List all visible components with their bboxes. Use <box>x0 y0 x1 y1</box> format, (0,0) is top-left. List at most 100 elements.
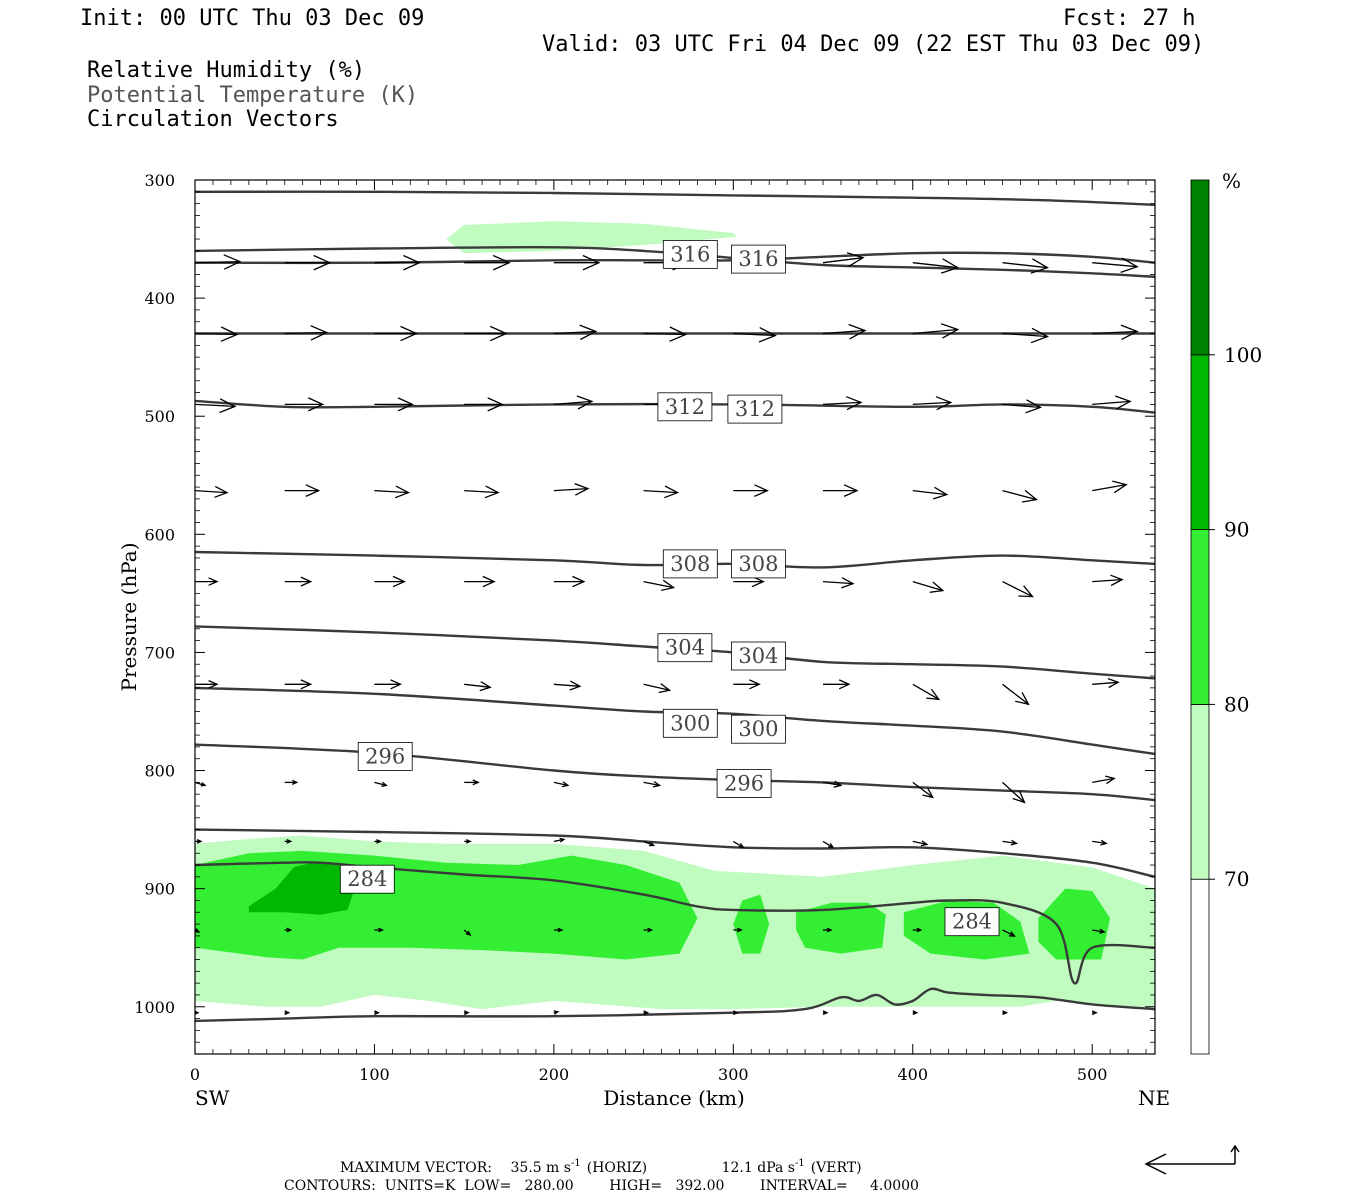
vector-arrow <box>374 254 421 271</box>
x-tick-label: 0 <box>190 1065 200 1084</box>
legend-theta: Potential Temperature (K) <box>87 83 418 108</box>
y-tick-label: 900 <box>144 880 175 899</box>
vector-arrow <box>912 781 935 799</box>
vector-arrow <box>1092 677 1120 689</box>
contour-label-box <box>731 244 786 274</box>
vector-arrow <box>1002 839 1019 846</box>
legend-rh: Relative Humidity (%) <box>87 58 365 83</box>
vector-arrow <box>643 780 662 788</box>
vector-arrow <box>1002 683 1030 706</box>
vector-arrow <box>643 840 656 847</box>
vector-arrow <box>464 397 504 412</box>
contour-label: 312 <box>735 397 775 421</box>
y-tick-label: 400 <box>144 289 175 308</box>
colorbar-bin <box>1190 704 1210 880</box>
vector-arrow <box>374 325 418 342</box>
contour-label-box <box>339 864 395 894</box>
contour-label-box <box>731 641 786 671</box>
contour-label-box <box>357 742 413 771</box>
theta-contour-11 <box>195 987 1155 1023</box>
horiz-value: 35.5 m s <box>510 1160 571 1176</box>
colorbar-bin <box>1190 878 1210 1055</box>
contour-label: 316 <box>670 242 710 266</box>
vector-arrow <box>912 396 953 411</box>
vector-arrow <box>195 485 229 498</box>
contour-label: 284 <box>347 867 387 891</box>
x-tick-label: 500 <box>1077 1065 1108 1084</box>
rh-region-70-1 <box>446 221 737 254</box>
max-vector-text: MAXIMUM VECTOR: 35.5 m s-1 (HORIZ) 12.1 d… <box>340 1158 862 1176</box>
vector-arrow <box>1002 581 1034 598</box>
vector-arrow <box>733 679 761 690</box>
contour-label-box <box>731 714 786 744</box>
contour-label-box <box>662 239 718 269</box>
contour-label-box <box>727 394 783 424</box>
contours-info: CONTOURS: UNITS=K LOW= 280.00 HIGH= 392.… <box>284 1178 919 1194</box>
vector-arrow <box>823 484 859 497</box>
vector-arrow <box>823 679 851 690</box>
x-tick-label: 200 <box>539 1065 570 1084</box>
vector-arrow <box>1092 839 1108 846</box>
vector-arrow <box>643 326 688 342</box>
vector-arrow <box>553 482 590 496</box>
vector-arrow <box>912 580 945 593</box>
vector-arrow <box>1002 781 1026 804</box>
y-tick-label: 800 <box>144 762 175 781</box>
vector-arrow <box>195 781 207 787</box>
x-end-label-left: SW <box>195 1086 230 1110</box>
vector-arrow <box>822 323 867 340</box>
circulation-vectors <box>195 252 1139 1016</box>
vector-arrow <box>1092 775 1116 785</box>
contour-label-box <box>657 392 713 422</box>
contour-label: 300 <box>670 711 710 735</box>
vector-arrow <box>1002 929 1016 937</box>
y-axis-label: Pressure (hPa) <box>117 543 141 692</box>
rh-region-90-7 <box>248 862 357 915</box>
vector-arrow <box>464 325 508 342</box>
valid-time-label: Valid: 03 UTC Fri 04 Dec 09 (22 EST Thu … <box>542 32 1204 57</box>
vector-arrow <box>195 398 237 414</box>
vector-arrow <box>374 575 406 588</box>
rh-region-80-4 <box>796 902 886 954</box>
vector-arrow <box>464 681 492 692</box>
y-tick-label: 300 <box>144 171 175 190</box>
contour-label: 304 <box>738 644 778 668</box>
contour-label: 296 <box>365 744 405 768</box>
vector-arrow <box>912 258 960 274</box>
vector-arrow <box>374 927 384 933</box>
vector-arrow <box>284 839 293 844</box>
theta-contour-8 <box>195 743 1155 802</box>
vector-arrow <box>195 680 219 689</box>
contour-label: 308 <box>670 552 710 576</box>
contour-label-box <box>944 907 1000 937</box>
colorbar-tick-label: 70 <box>1224 867 1249 891</box>
vector-arrow <box>822 577 855 589</box>
theta-contour-0 <box>195 190 1155 206</box>
vector-arrow <box>553 1010 560 1015</box>
vector-arrow <box>463 1010 470 1016</box>
contour-label-box <box>731 549 786 579</box>
vector-arrow <box>1092 324 1139 340</box>
contour-label: 304 <box>665 636 705 660</box>
reference-vector-icon <box>1144 1144 1240 1175</box>
x-tick-label: 400 <box>897 1065 928 1084</box>
vector-arrow <box>912 927 923 933</box>
theta-contour-labels: 316 316 312 312 308 308 304 304 300 300 296 296 284 2… <box>339 239 1000 937</box>
vector-arrow <box>374 679 402 690</box>
forecast-hour-label: Fcst: 27 h <box>1063 6 1195 31</box>
contour-label: 296 <box>724 772 764 796</box>
x-tick-label: 300 <box>718 1065 749 1084</box>
vector-arrow <box>912 840 929 847</box>
vector-arrow <box>643 485 680 499</box>
vector-arrow <box>912 323 960 339</box>
y-tick-label: 600 <box>144 525 175 544</box>
x-axis-label: Distance (km) <box>603 1086 745 1110</box>
vector-arrow <box>1091 1010 1098 1016</box>
vector-arrow <box>374 485 410 499</box>
vector-arrow <box>195 326 239 342</box>
vector-arrow <box>1092 574 1124 587</box>
vector-arrow <box>284 397 325 412</box>
vector-arrow <box>553 927 564 933</box>
vector-arrow <box>464 839 472 844</box>
vector-arrow <box>284 325 329 341</box>
